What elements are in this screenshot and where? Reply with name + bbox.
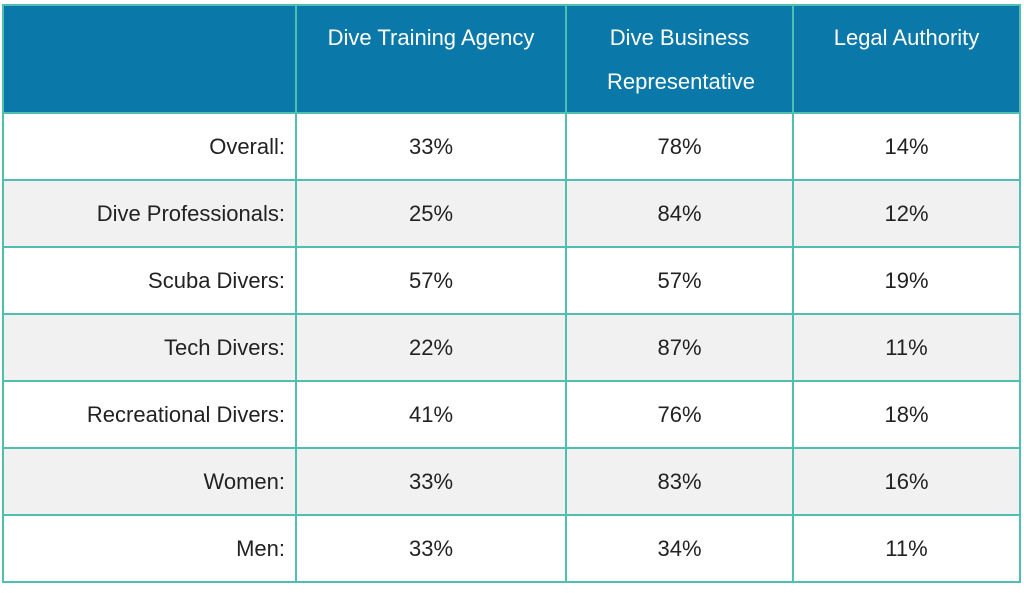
row-label: Recreational Divers:: [2, 380, 297, 449]
table-row: Tech Divers: 22% 87% 11%: [2, 313, 1021, 382]
value-cell-dive-training-agency: 25%: [295, 179, 567, 248]
row-label: Overall:: [2, 112, 297, 181]
value-cell-dive-business-representative: 34%: [565, 514, 794, 583]
value-cell-dive-training-agency: 33%: [295, 112, 567, 181]
value-cell-legal-authority: 12%: [792, 179, 1021, 248]
value-cell-legal-authority: 16%: [792, 447, 1021, 516]
value-cell-dive-training-agency: 41%: [295, 380, 567, 449]
value-cell-legal-authority: 14%: [792, 112, 1021, 181]
table-row: Overall: 33% 78% 14%: [2, 112, 1021, 181]
row-label: Dive Professionals:: [2, 179, 297, 248]
survey-results-table: Dive Training Agency Dive Business Repre…: [2, 4, 1021, 583]
value-cell-dive-business-representative: 78%: [565, 112, 794, 181]
table-row: Scuba Divers: 57% 57% 19%: [2, 246, 1021, 315]
value-cell-legal-authority: 11%: [792, 313, 1021, 382]
value-cell-dive-business-representative: 83%: [565, 447, 794, 516]
table-row: Men: 33% 34% 11%: [2, 514, 1021, 583]
value-cell-dive-business-representative: 76%: [565, 380, 794, 449]
value-cell-legal-authority: 19%: [792, 246, 1021, 315]
value-cell-dive-business-representative: 87%: [565, 313, 794, 382]
value-cell-dive-business-representative: 84%: [565, 179, 794, 248]
value-cell-legal-authority: 11%: [792, 514, 1021, 583]
value-cell-dive-training-agency: 57%: [295, 246, 567, 315]
value-cell-dive-business-representative: 57%: [565, 246, 794, 315]
row-label: Women:: [2, 447, 297, 516]
row-label: Tech Divers:: [2, 313, 297, 382]
value-cell-dive-training-agency: 22%: [295, 313, 567, 382]
table-row: Dive Professionals: 25% 84% 12%: [2, 179, 1021, 248]
row-label: Scuba Divers:: [2, 246, 297, 315]
table-row: Women: 33% 83% 16%: [2, 447, 1021, 516]
column-header-legal-authority: Legal Authority: [792, 4, 1021, 114]
value-cell-dive-training-agency: 33%: [295, 514, 567, 583]
column-header-dive-business-representative: Dive Business Representative: [565, 4, 794, 114]
table-body: Overall: 33% 78% 14% Dive Professionals: 25% 8…: [2, 112, 1021, 583]
corner-cell: [2, 4, 297, 114]
value-cell-legal-authority: 18%: [792, 380, 1021, 449]
value-cell-dive-training-agency: 33%: [295, 447, 567, 516]
column-header-dive-training-agency: Dive Training Agency: [295, 4, 567, 114]
row-label: Men:: [2, 514, 297, 583]
table-row: Recreational Divers: 41% 76% 18%: [2, 380, 1021, 449]
header-row: Dive Training Agency Dive Business Repre…: [2, 4, 1021, 114]
